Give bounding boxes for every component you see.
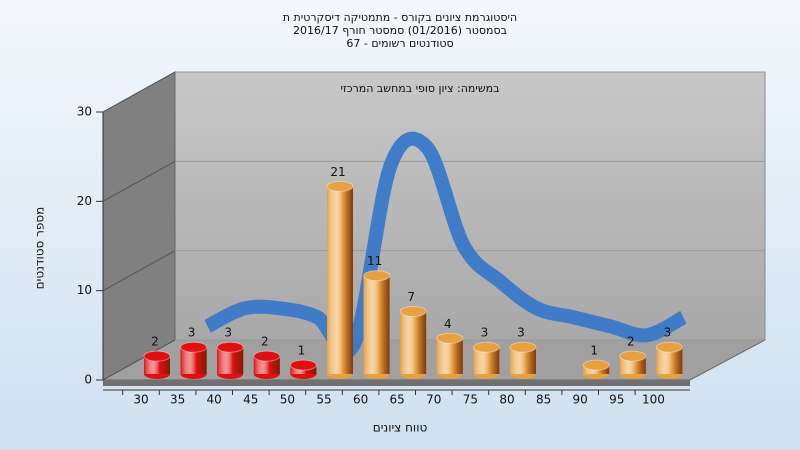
value-label: 3 bbox=[188, 326, 196, 340]
value-label: 1 bbox=[590, 344, 598, 358]
x-tick-label: 75 bbox=[463, 393, 478, 407]
x-tick-label: 35 bbox=[170, 393, 185, 407]
title: היסטוגרמת ציונים בקורס - מתמטיקה דיסקרטי… bbox=[283, 11, 517, 50]
x-tick-label: 65 bbox=[390, 393, 405, 407]
bar-shade bbox=[619, 356, 646, 374]
x-tick-label: 45 bbox=[243, 393, 258, 407]
bar-top bbox=[216, 341, 244, 353]
x-tick-label: 85 bbox=[536, 393, 551, 407]
x-tick-label: 90 bbox=[573, 393, 588, 407]
y-axis-label: מספר סטודנטים bbox=[33, 207, 47, 290]
bar-shade bbox=[253, 356, 280, 374]
value-label: 4 bbox=[444, 317, 452, 331]
bar-shade bbox=[400, 311, 427, 374]
bar-top bbox=[582, 359, 610, 371]
y-tick-label: 0 bbox=[84, 373, 92, 387]
x-tick-label: 55 bbox=[316, 393, 331, 407]
bar-top bbox=[509, 341, 537, 353]
y-tick-label: 20 bbox=[77, 194, 92, 208]
x-axis-label: טווח ציונים bbox=[373, 421, 428, 435]
grid-line bbox=[102, 160, 176, 202]
curve-ribbon bbox=[204, 131, 687, 359]
bar-shade bbox=[436, 338, 463, 374]
value-label: 3 bbox=[481, 326, 489, 340]
value-label: 11 bbox=[367, 254, 382, 268]
bar-top bbox=[655, 341, 683, 353]
x-tick-label: 40 bbox=[207, 393, 222, 407]
bar-top bbox=[619, 350, 647, 362]
y-tick-label: 10 bbox=[77, 283, 92, 297]
bar-top bbox=[399, 305, 427, 317]
value-label: 3 bbox=[664, 326, 672, 340]
x-tick-label: 60 bbox=[353, 393, 368, 407]
value-label: 7 bbox=[407, 290, 415, 304]
bar-top bbox=[472, 341, 500, 353]
floor-edge bbox=[103, 380, 690, 386]
bar-top bbox=[253, 350, 281, 362]
x-tick-label: 70 bbox=[426, 393, 441, 407]
chart-title: היסטוגרמת ציונים בקורס - מתמטיקה דיסקרטי… bbox=[283, 11, 517, 24]
annotation: במשימה: ציון סופי במחשב המרכזי bbox=[340, 82, 499, 95]
x-tick-label: 100 bbox=[642, 393, 665, 407]
x-tick-label: 50 bbox=[280, 393, 295, 407]
bar-top bbox=[326, 180, 354, 192]
x-tick-label: 80 bbox=[499, 393, 514, 407]
grid-line bbox=[102, 339, 176, 381]
bar-top bbox=[289, 359, 317, 371]
side-wall bbox=[102, 71, 176, 381]
value-label: 2 bbox=[261, 335, 269, 349]
value-label: 1 bbox=[298, 344, 306, 358]
grid-line bbox=[102, 71, 176, 113]
value-label: 3 bbox=[224, 326, 232, 340]
value-label: 21 bbox=[330, 165, 345, 179]
bar-top bbox=[180, 341, 208, 353]
x-tick-label: 30 bbox=[133, 393, 148, 407]
bar-shade bbox=[327, 186, 353, 374]
bar-top bbox=[363, 270, 391, 282]
bar-top bbox=[436, 332, 464, 344]
y-tick-label: 30 bbox=[77, 105, 92, 119]
bar-shade bbox=[363, 275, 390, 374]
grid-line bbox=[102, 250, 176, 292]
bar-shade bbox=[144, 356, 170, 374]
value-label: 2 bbox=[151, 335, 159, 349]
chart-title: בסמסטר (01/2016) סמסטר חורף 2016/17 bbox=[293, 24, 507, 37]
value-label: 2 bbox=[627, 335, 635, 349]
value-label: 3 bbox=[517, 326, 525, 340]
chart-title: סטודנטים רשומים - 67 bbox=[346, 37, 453, 50]
bar-top bbox=[143, 350, 171, 362]
x-tick-label: 95 bbox=[609, 393, 624, 407]
